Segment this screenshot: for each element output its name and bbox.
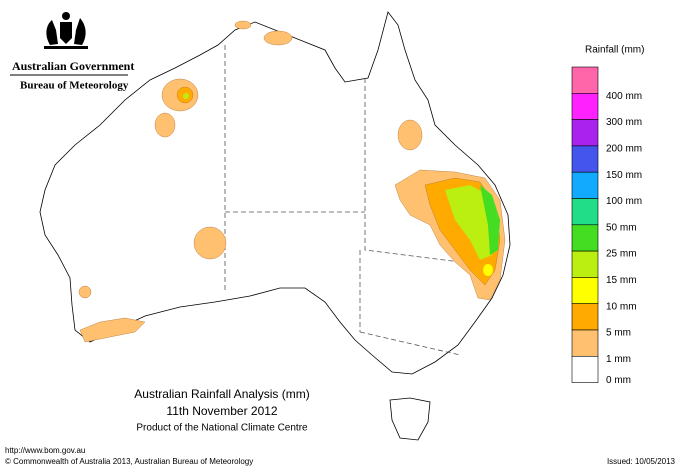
legend-swatch xyxy=(571,355,599,383)
legend-label: 300 mm xyxy=(606,117,642,128)
legend-label: 0 mm xyxy=(606,375,631,386)
legend-swatch xyxy=(571,93,599,120)
legend-swatch xyxy=(571,224,599,252)
legend: Rainfall (mm) 400 mm 300 mm 200 mm 150 mm 10… xyxy=(571,45,644,386)
legend-label: 150 mm xyxy=(606,170,642,181)
map-product: Product of the National Climate Centre xyxy=(136,423,308,434)
legend-swatch xyxy=(571,198,599,226)
rainfall-areas xyxy=(78,20,506,343)
footer-url: http://www.bom.gov.au xyxy=(5,446,85,455)
coat-of-arms xyxy=(44,12,88,49)
legend-label: 15 mm xyxy=(606,275,637,286)
tasmania-coast xyxy=(389,397,431,441)
legend-swatch xyxy=(571,66,599,94)
legend-label: 400 mm xyxy=(606,91,642,102)
footer-copyright: © Commonwealth of Australia 2013, Austra… xyxy=(5,457,253,466)
legend-swatch xyxy=(571,119,599,147)
legend-swatch xyxy=(571,145,599,173)
map-date: 11th November 2012 xyxy=(166,404,278,418)
mainland-coast xyxy=(39,11,511,375)
legend-swatch xyxy=(571,250,599,278)
legend-label: 50 mm xyxy=(606,222,637,233)
map-title: Australian Rainfall Analysis (mm) xyxy=(134,387,309,401)
legend-swatch xyxy=(571,171,599,199)
legend-swatch xyxy=(571,303,599,331)
legend-title: Rainfall (mm) xyxy=(585,45,644,56)
agency-name: Bureau of Meteorology xyxy=(20,80,129,92)
footer-issued: Issued: 10/05/2013 xyxy=(607,457,676,466)
legend-label: 10 mm xyxy=(606,301,637,312)
legend-label: 1 mm xyxy=(606,354,631,365)
legend-label: 200 mm xyxy=(606,144,642,155)
government-name: Australian Government xyxy=(12,59,134,73)
legend-label: 25 mm xyxy=(606,249,637,260)
legend-label: 100 mm xyxy=(606,196,642,207)
legend-swatch xyxy=(571,277,599,304)
state-borders xyxy=(224,45,461,356)
legend-swatch xyxy=(571,329,599,357)
legend-label: 5 mm xyxy=(606,328,631,339)
